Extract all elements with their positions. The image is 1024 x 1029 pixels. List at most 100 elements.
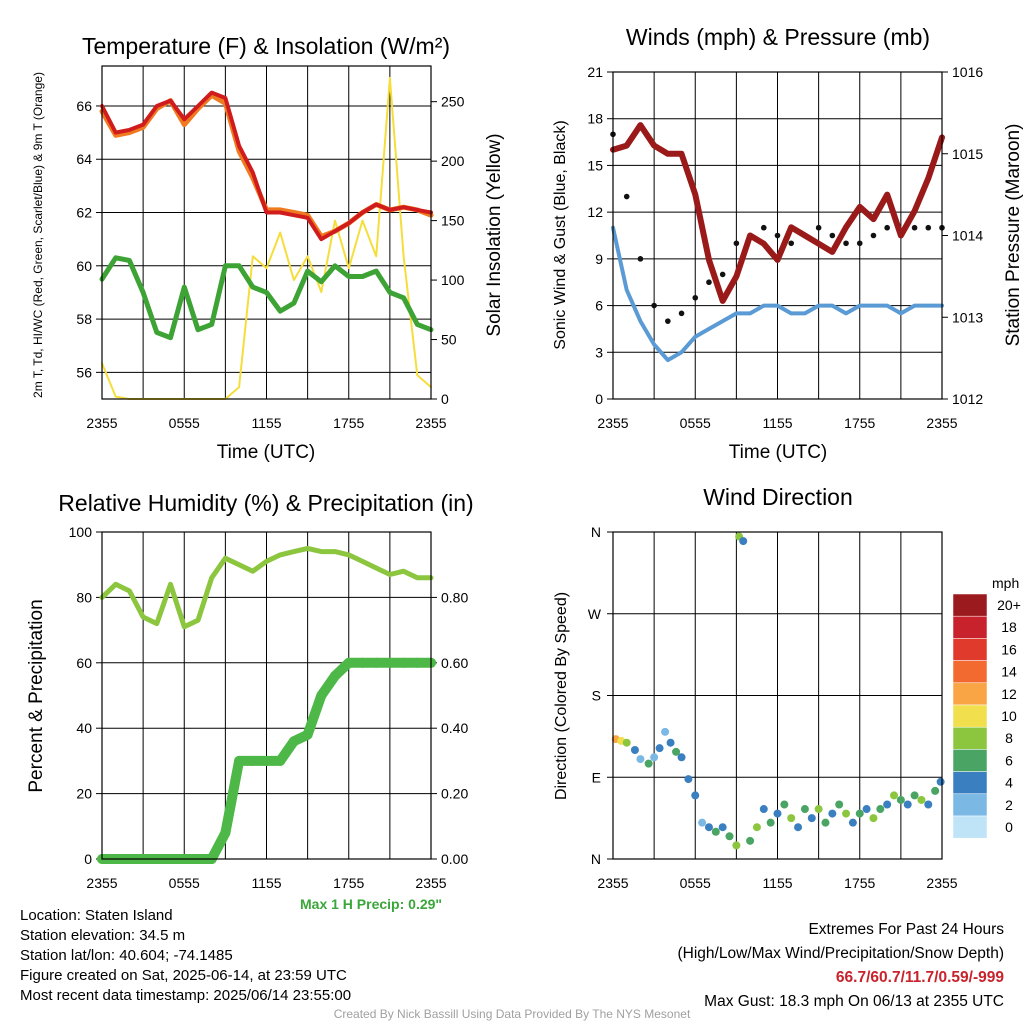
wind-xtick-label: 0555 (680, 415, 711, 431)
rh-ylabel-left: Percent & Precipitation (26, 599, 47, 792)
rh-xtick-label: 1755 (333, 875, 364, 891)
precip-point (275, 755, 286, 766)
wind-frame (612, 71, 943, 400)
direction-point (677, 753, 686, 762)
rh-ytick-label: 20 (76, 786, 92, 802)
direction-point (936, 777, 945, 786)
direction-point (814, 805, 823, 814)
temp-y2tick-label: 50 (441, 332, 457, 348)
max-gust-text: Max Gust: 18.3 mph On 06/13 at 2355 UTC (704, 993, 1004, 1010)
direction-point (835, 800, 844, 809)
gust-point (651, 302, 657, 309)
direction-point (766, 818, 775, 827)
temp-ytick-label: 66 (76, 98, 92, 114)
temp-xtick-label: 2355 (415, 415, 446, 431)
wind-ylabel-left: Sonic Wind & Gust (Blue, Black) (552, 120, 569, 349)
temp-ytick-label: 60 (76, 258, 92, 274)
precip-point (330, 670, 341, 681)
wind-ylabel-right: Station Pressure (Maroon) (1003, 124, 1024, 347)
temp-ytick-label: 64 (76, 151, 92, 167)
gust-point (856, 240, 863, 247)
temp-ytick-label: 62 (76, 205, 92, 221)
rh-y2tick-label: 0.40 (441, 720, 468, 736)
direction-point (917, 795, 926, 804)
wind-ytick-label: 12 (587, 204, 603, 220)
rh-xtick-label: 0555 (169, 875, 200, 891)
legend-label: 18 (1001, 619, 1017, 635)
wind-y2tick-label: 1012 (952, 391, 983, 407)
wind-title: Winds (mph) & Pressure (mb) (626, 24, 930, 50)
temp-ytick-label: 58 (76, 311, 92, 327)
wind-ytick-label: 18 (587, 111, 603, 127)
direction-point (691, 791, 700, 800)
rh-xtick-label: 2355 (415, 875, 446, 891)
legend-swatch (952, 660, 988, 684)
created-text: Figure created on Sat, 2025-06-14, at 23… (20, 967, 347, 984)
legend-swatch (952, 704, 988, 728)
direction-point (787, 814, 796, 823)
direction-point (821, 818, 830, 827)
rh-y2tick-label: 0.00 (441, 851, 468, 867)
direction-point (636, 755, 645, 764)
rh-ytick-label: 40 (76, 720, 92, 736)
gust-point (870, 232, 877, 239)
gust-point (829, 232, 836, 239)
wind-xtick-label: 1755 (844, 415, 875, 431)
direction-point (896, 795, 905, 804)
wind-y2tick-label: 1016 (952, 64, 983, 80)
direction-point (732, 841, 741, 850)
rh-title: Relative Humidity (%) & Precipitation (i… (58, 490, 473, 516)
precip-point (412, 657, 423, 668)
dir-xtick-label: 2355 (597, 875, 628, 891)
rh-y2tick-label: 0.80 (441, 589, 468, 605)
dewpoint-line (99, 255, 434, 341)
direction-point (924, 800, 933, 809)
wind-xtick-label: 1155 (762, 415, 792, 431)
direction-point (807, 814, 816, 823)
gust-point (815, 224, 822, 231)
wind-ytick-label: 15 (587, 157, 603, 173)
direction-point (698, 818, 707, 827)
temp-xtick-label: 1755 (333, 415, 364, 431)
rh-xtick-label: 2355 (86, 875, 117, 891)
legend-label: 16 (1001, 641, 1017, 657)
direction-point (890, 791, 899, 800)
temp-y2tick-label: 100 (441, 272, 465, 288)
temp-y2tick-label: 200 (441, 153, 465, 169)
dir-title: Wind Direction (703, 484, 853, 510)
gust-point (774, 232, 781, 239)
wind-ytick-label: 3 (595, 344, 603, 360)
temp-xtick-label: 2355 (86, 415, 117, 431)
legend-unit: mph (992, 575, 1019, 591)
legend-swatch (952, 726, 988, 750)
precip-point (261, 755, 272, 766)
gust-point (678, 310, 685, 317)
credit-text: Created By Nick Bassill Using Data Provi… (333, 1007, 691, 1021)
rh-y2tick-label: 0.20 (441, 786, 468, 802)
rh-ytick-label: 60 (76, 655, 92, 671)
direction-point (903, 800, 912, 809)
direction-point (828, 809, 837, 818)
gust-point (706, 279, 712, 286)
legend-label: 12 (1001, 686, 1017, 702)
elevation-text: Station elevation: 34.5 m (20, 927, 186, 944)
legend-swatch (952, 815, 988, 839)
gust-point (884, 224, 890, 231)
latlon-text: Station lat/lon: 40.604; -74.1485 (20, 947, 233, 964)
precip-point (384, 657, 395, 668)
direction-point (661, 727, 670, 736)
wind-ytick-label: 6 (595, 298, 603, 314)
wind-xtick-label: 2355 (597, 415, 628, 431)
precip-point (247, 755, 258, 766)
direction-point (855, 809, 864, 818)
recent-text: Most recent data timestamp: 2025/06/14 2… (20, 987, 352, 1004)
max-precip-label: Max 1 H Precip: 0.29" (300, 896, 443, 912)
wind-xlabel: Time (UTC) (729, 442, 828, 463)
gust-point (733, 240, 740, 247)
direction-point (746, 836, 755, 845)
direction-point (704, 823, 713, 832)
temp-xtick-label: 1155 (251, 415, 281, 431)
dir-ytick-label: N (591, 524, 601, 540)
